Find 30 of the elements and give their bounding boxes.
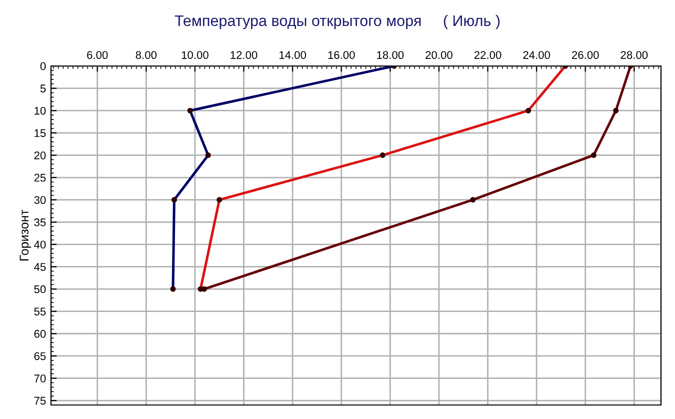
y-tick-label: 70 xyxy=(34,374,46,382)
y-tick-label: 50 xyxy=(34,285,46,294)
y-tick-label: 75 xyxy=(34,396,46,405)
x-tick-label: 12.00 xyxy=(230,51,258,59)
y-tick-label: 10 xyxy=(34,106,46,115)
x-tick-label: 24.00 xyxy=(523,51,550,59)
x-tick-label: 18.00 xyxy=(377,51,404,59)
y-tick-label: 60 xyxy=(34,330,46,338)
x-tick-label: 14.00 xyxy=(280,51,306,59)
x-tick-label: 10.00 xyxy=(182,51,208,59)
x-tick-label: 8.00 xyxy=(136,51,157,59)
x-tick-label: 26.00 xyxy=(572,51,599,59)
y-tick-label: 15 xyxy=(34,129,46,138)
chart-title: Температура воды открытого моря ( Июль ) xyxy=(174,14,500,30)
y-tick-label: 30 xyxy=(34,196,46,204)
y-tick-label: 25 xyxy=(34,174,46,182)
x-tick-label: 20.00 xyxy=(426,51,452,59)
y-tick-label: 0 xyxy=(40,62,46,70)
y-tick-label: 45 xyxy=(34,263,46,271)
x-tick-label: 22.00 xyxy=(474,51,502,59)
x-tick-label: 6.00 xyxy=(87,51,108,59)
x-tick-label: 28.00 xyxy=(620,51,648,59)
x-tick-label: 16.00 xyxy=(328,51,355,59)
y-tick-label: 35 xyxy=(34,218,46,226)
y-tick-label: 40 xyxy=(34,240,46,249)
y-tick-label: 55 xyxy=(34,308,46,316)
y-tick-label: 5 xyxy=(40,84,46,92)
y-tick-label: 65 xyxy=(34,352,46,360)
y-tick-label: 20 xyxy=(34,151,46,160)
y-axis-title: Горизонт xyxy=(20,210,32,260)
